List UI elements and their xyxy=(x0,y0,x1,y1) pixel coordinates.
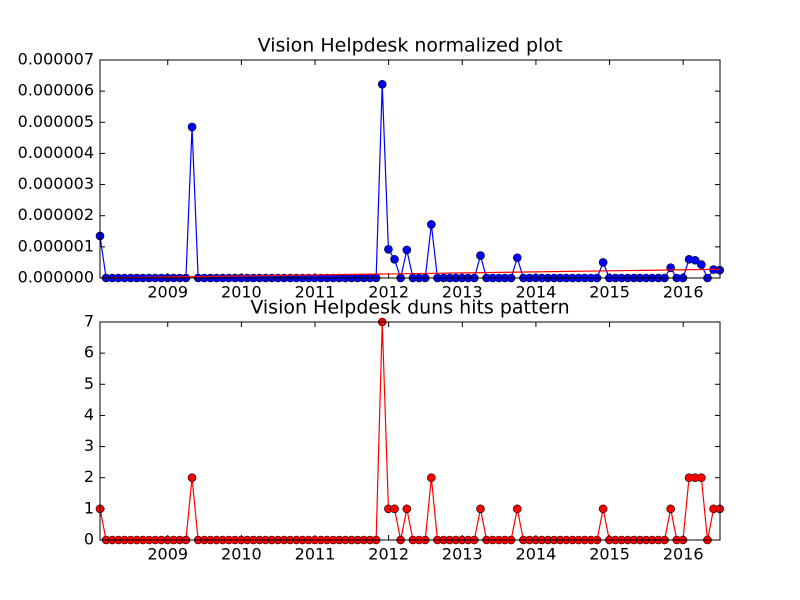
point xyxy=(697,260,706,269)
point xyxy=(402,245,412,255)
y-tick-label: 5 xyxy=(84,374,94,393)
x-tick-label: 2013 xyxy=(442,545,483,564)
x-tick-label: 2014 xyxy=(516,545,557,564)
x-tick-label: 2009 xyxy=(147,283,188,302)
y-tick-label: 0.000007 xyxy=(18,50,94,69)
x-tick-label: 2010 xyxy=(221,545,262,564)
point xyxy=(512,504,522,514)
point xyxy=(427,220,436,229)
axes-frame xyxy=(99,321,721,541)
point xyxy=(402,504,412,514)
y-tick-label: 3 xyxy=(84,436,94,455)
x-tick-label: 2015 xyxy=(589,283,630,302)
point xyxy=(187,122,197,132)
y-tick-label: 1 xyxy=(84,498,94,517)
x-tick-label: 2016 xyxy=(663,283,704,302)
chart-title: Vision Helpdesk normalized plot xyxy=(258,35,563,57)
y-tick-label: 0.000001 xyxy=(18,236,94,255)
point xyxy=(384,245,393,254)
x-tick-label: 2013 xyxy=(442,283,483,302)
point xyxy=(598,258,608,267)
y-tick-label: 7 xyxy=(84,312,94,331)
y-tick-label: 0.000003 xyxy=(18,174,94,193)
x-tick-label: 2014 xyxy=(516,283,557,302)
y-tick-label: 0 xyxy=(84,530,94,549)
point xyxy=(697,473,706,483)
point xyxy=(476,251,485,260)
point xyxy=(512,253,522,263)
y-tick-label: 0.000002 xyxy=(18,205,94,224)
y-tick-label: 0.000000 xyxy=(18,268,94,287)
point xyxy=(187,473,197,483)
point xyxy=(390,504,399,514)
y-tick-label: 2 xyxy=(84,467,94,486)
point xyxy=(690,255,700,265)
x-tick-label: 2016 xyxy=(663,545,704,564)
point xyxy=(390,255,399,264)
x-tick-label: 2015 xyxy=(589,545,630,564)
y-tick-label: 0.000005 xyxy=(18,112,94,131)
point xyxy=(427,473,436,483)
y-tick-label: 6 xyxy=(84,343,94,362)
x-tick-label: 2009 xyxy=(147,545,188,564)
point xyxy=(476,504,485,514)
point xyxy=(666,504,675,514)
point xyxy=(598,504,608,514)
y-tick-label: 0.000006 xyxy=(18,81,94,100)
y-tick-label: 4 xyxy=(84,405,94,424)
x-tick-label: 2011 xyxy=(295,283,336,302)
x-tick-label: 2012 xyxy=(368,283,409,302)
y-tick-label: 0.000004 xyxy=(18,143,94,162)
chart-title: Vision Helpdesk duns hits pattern xyxy=(250,297,569,319)
x-tick-label: 2012 xyxy=(368,545,409,564)
x-tick-label: 2010 xyxy=(221,283,262,302)
axes-frame xyxy=(99,59,721,279)
series-line xyxy=(99,268,721,279)
point xyxy=(377,79,387,89)
x-tick-label: 2011 xyxy=(295,545,336,564)
